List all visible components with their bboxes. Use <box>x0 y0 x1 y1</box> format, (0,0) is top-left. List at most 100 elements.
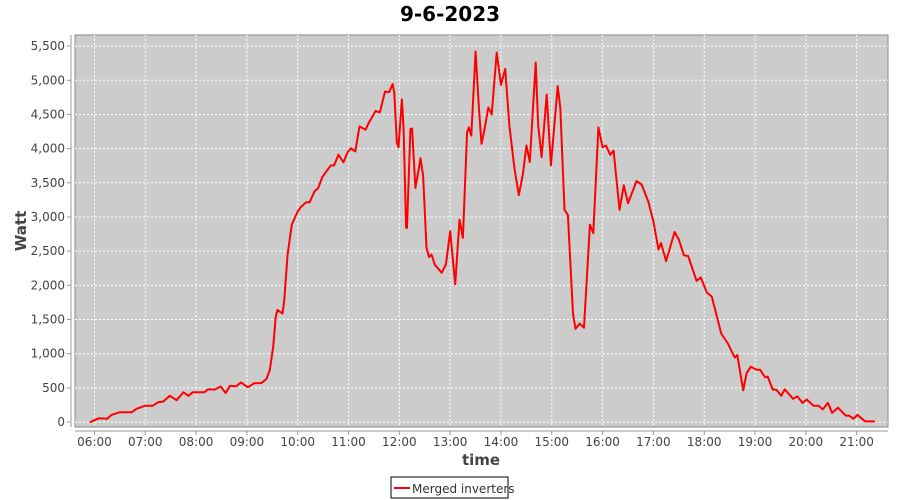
y-axis-label: Watt <box>12 211 30 251</box>
data-point <box>333 164 335 167</box>
data-point <box>182 391 185 394</box>
data-point <box>396 141 398 144</box>
data-point <box>391 83 394 85</box>
data-point <box>827 402 829 404</box>
x-tick-label: 06:00 <box>77 435 112 449</box>
data-point <box>563 209 566 211</box>
data-point <box>742 389 744 392</box>
y-tick-label: 3,000 <box>31 210 65 224</box>
data-point <box>374 110 377 112</box>
x-tick-label: 09:00 <box>230 435 265 449</box>
data-point <box>354 150 357 153</box>
data-point <box>364 129 367 131</box>
data-point <box>478 108 480 111</box>
plot-area <box>74 34 889 428</box>
data-point <box>490 113 493 116</box>
y-tick-label: 5,500 <box>31 39 65 53</box>
data-point <box>609 154 611 156</box>
data-point <box>291 223 293 226</box>
data-point <box>873 420 876 423</box>
data-point <box>736 354 739 356</box>
data-point <box>89 421 91 423</box>
y-tick-label: 1,000 <box>31 347 65 361</box>
data-point <box>368 121 370 124</box>
data-point <box>401 98 403 101</box>
data-point <box>474 50 477 53</box>
y-tick-label: 0 <box>57 415 65 429</box>
data-point <box>660 242 662 244</box>
data-point <box>556 85 559 87</box>
data-point <box>647 200 650 203</box>
data-point <box>495 51 498 54</box>
y-tick-label: 2,500 <box>31 244 65 258</box>
data-point <box>592 232 595 234</box>
x-tick-label: 14:00 <box>484 435 519 449</box>
y-axis-ticks: 0 500 1,000 1,500 2,000 2,500 3,000 3,500 4,000 4… <box>31 39 71 429</box>
data-point <box>406 227 408 229</box>
gridlines <box>75 35 888 427</box>
y-tick-label: 4,000 <box>31 142 65 156</box>
chart-title: 9-6-2023 <box>400 2 500 26</box>
data-point <box>468 126 470 129</box>
data-point <box>445 263 447 266</box>
data-point <box>635 180 638 182</box>
data-point <box>831 412 833 414</box>
data-point <box>342 161 345 164</box>
data-point <box>418 168 420 170</box>
data-point <box>537 124 539 127</box>
data-point <box>864 420 866 423</box>
y-tick-label: 3,500 <box>31 176 65 190</box>
data-point <box>796 395 799 398</box>
data-point <box>207 388 209 391</box>
x-tick-label: 15:00 <box>534 435 569 449</box>
data-point <box>652 220 655 223</box>
data-point <box>772 388 774 391</box>
data-point <box>470 134 473 137</box>
data-point <box>219 385 222 388</box>
x-tick-label: 17:00 <box>636 435 671 449</box>
data-point <box>673 231 676 233</box>
data-point <box>817 404 820 407</box>
x-tick-label: 20:00 <box>789 435 824 449</box>
y-tick-label: 4,500 <box>31 107 65 121</box>
data-point <box>574 328 577 330</box>
data-point <box>612 149 615 152</box>
data-point <box>213 388 216 391</box>
data-point <box>578 322 581 325</box>
data-point <box>462 237 464 239</box>
data-point <box>286 253 289 256</box>
data-point <box>623 184 625 186</box>
data-point <box>330 164 332 167</box>
y-tick-label: 2,000 <box>31 278 65 292</box>
legend-box <box>390 476 509 499</box>
data-point <box>454 283 457 286</box>
data-point <box>683 254 685 257</box>
data-point <box>313 190 316 192</box>
data-point <box>308 201 311 204</box>
data-point <box>260 382 263 384</box>
data-point <box>529 161 531 163</box>
data-point <box>253 382 256 384</box>
data-point <box>504 68 507 70</box>
x-tick-label: 12:00 <box>382 435 417 449</box>
y-tick-label: 500 <box>42 381 65 395</box>
data-point <box>187 395 190 397</box>
data-point <box>695 280 698 282</box>
data-point <box>191 391 194 394</box>
data-point <box>428 256 430 258</box>
data-point <box>665 260 667 262</box>
data-point <box>480 143 483 145</box>
x-tick-label: 18:00 <box>687 435 722 449</box>
data-point <box>589 224 591 226</box>
data-point <box>720 332 722 335</box>
data-point <box>545 93 548 96</box>
data-point <box>169 395 171 397</box>
data-point <box>522 172 524 175</box>
data-point <box>792 398 794 400</box>
x-tick-label: 21:00 <box>839 435 874 449</box>
data-point <box>567 214 569 216</box>
data-point <box>780 395 783 397</box>
data-point <box>812 404 815 407</box>
data-point <box>175 399 178 402</box>
data-point <box>409 128 412 130</box>
